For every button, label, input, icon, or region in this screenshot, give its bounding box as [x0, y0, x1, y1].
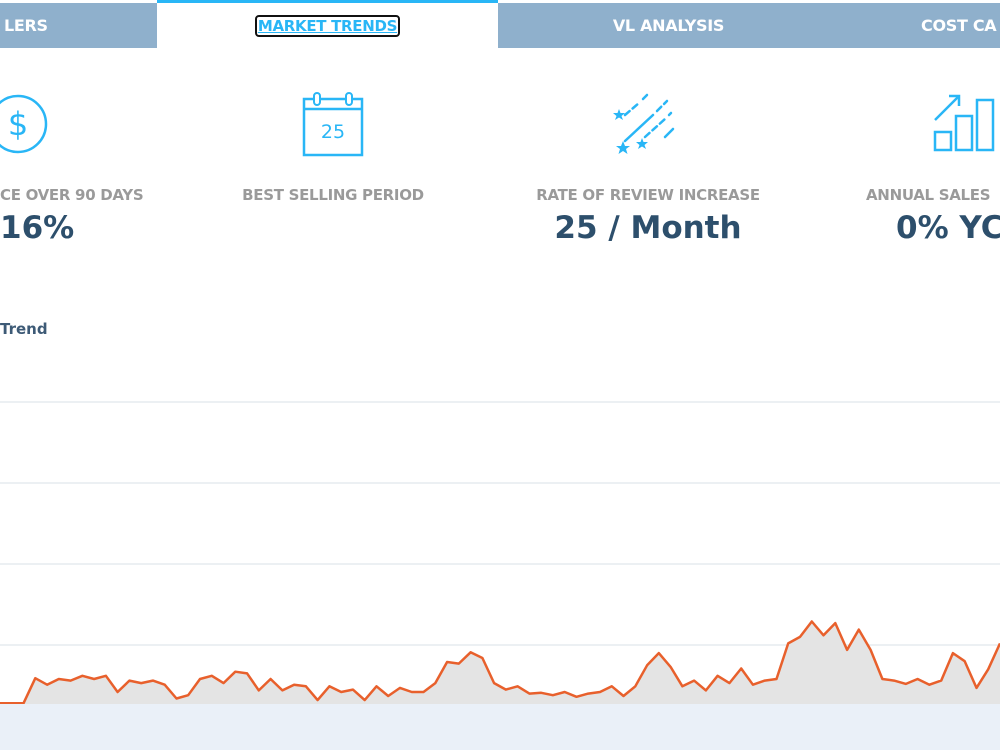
tab-vl-analysis[interactable]: VL ANALYSIS: [498, 3, 839, 48]
series-line: [0, 620, 1000, 704]
dollar-circle-icon: $: [0, 88, 170, 160]
stat-label: RATE OF REVIEW INCREASE: [536, 186, 760, 204]
svg-text:25: 25: [321, 121, 345, 143]
chart-title: Trend: [0, 320, 48, 338]
tab-bar: LERS MARKET TRENDS VL ANALYSIS COST CA: [0, 0, 1000, 48]
stat-label: CE OVER 90 DAYS: [0, 186, 144, 204]
stat-value: 0% YC: [896, 210, 1000, 246]
stat-review-rate: RATE OF REVIEW INCREASE 25 / Month: [498, 88, 798, 246]
series-area: [0, 621, 1000, 704]
tab-sellers[interactable]: LERS: [0, 3, 157, 48]
stat-label: ANNUAL SALES: [866, 186, 991, 204]
tab-label: MARKET TRENDS: [254, 14, 401, 37]
tab-label: COST CA: [921, 16, 997, 35]
stat-value: 25 / Month: [554, 210, 742, 246]
stat-price-change: $ CE OVER 90 DAYS 16%: [0, 88, 170, 246]
trend-chart: [0, 401, 1000, 704]
tab-market-trends[interactable]: MARKET TRENDS: [157, 0, 498, 48]
stat-label: BEST SELLING PERIOD: [242, 186, 424, 204]
footer-band: [0, 704, 1000, 750]
stat-best-selling-period: 25 BEST SELLING PERIOD: [183, 88, 483, 210]
tab-label: LERS: [4, 16, 48, 35]
shooting-stars-icon: [498, 88, 798, 160]
stat-value: 16%: [0, 210, 75, 246]
stat-annual-sales: ANNUAL SALES 0% YC: [866, 88, 1000, 246]
tab-cost-calculator[interactable]: COST CA: [839, 3, 1000, 48]
svg-text:$: $: [8, 105, 28, 143]
calendar-icon: 25: [183, 88, 483, 160]
bar-growth-icon: [866, 88, 1000, 160]
tab-label: VL ANALYSIS: [612, 16, 725, 35]
